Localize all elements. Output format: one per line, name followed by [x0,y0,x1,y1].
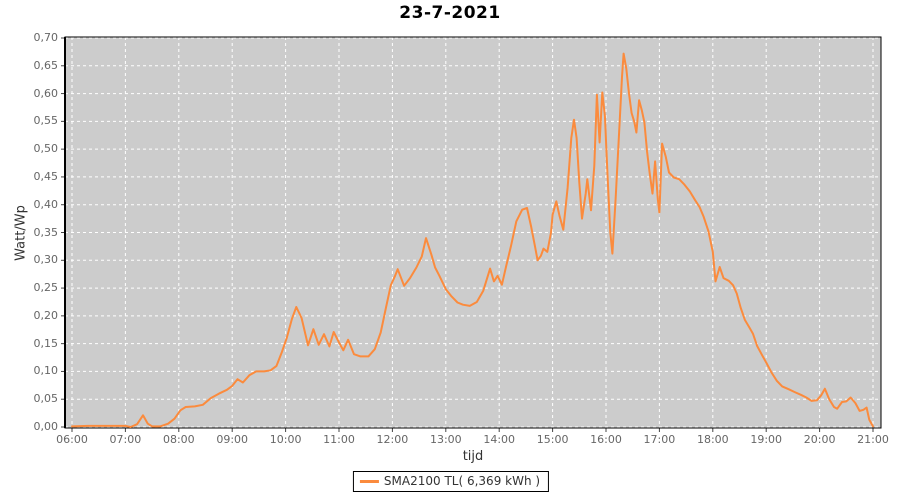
x-tick-label: 16:00 [590,433,622,446]
y-tick-label: 0,10 [33,364,59,378]
y-tick-label: 0,55 [33,114,59,128]
series-line [71,52,874,428]
x-axis-title: tijd [462,449,484,464]
x-tick-label: 12:00 [376,433,409,446]
x-tick-label: 13:00 [429,433,462,446]
x-tick-label: 19:00 [750,433,783,446]
y-tick-label: 0,15 [33,336,59,350]
x-tick-label: 11:00 [323,433,355,446]
y-tick-label: 0,35 [33,225,59,239]
y-tick-label: 0,30 [33,253,59,267]
x-tick-label: 17:00 [643,433,676,446]
y-tick-label: 0,40 [33,197,59,211]
x-tick-label: 21:00 [857,433,889,446]
chart-title: 23-7-2021 [399,3,501,23]
x-tick-label: 20:00 [803,433,836,446]
y-tick-label: 0,20 [33,308,59,322]
y-tick-label: 0,05 [33,392,59,406]
y-tick-label: 0,65 [33,58,59,72]
legend-line-swatch [359,479,379,483]
x-tick-label: 08:00 [162,433,195,446]
x-tick-label: 10:00 [269,433,302,446]
y-tick-label: 0,70 [33,31,59,44]
x-tick-label: 15:00 [536,433,569,446]
y-tick-label: 0,60 [33,86,59,100]
x-tick-label: 06:00 [56,433,88,446]
x-tick-label: 18:00 [696,433,729,446]
x-tick-label: 14:00 [483,433,516,446]
y-tick-label: 0,25 [33,281,59,295]
x-tick-label: 07:00 [109,433,142,446]
y-tick-label: 0,50 [33,142,59,156]
y-tick-label: 0,45 [33,169,59,183]
x-tick-label: 09:00 [216,433,249,446]
y-tick-label: 0,00 [33,420,59,433]
legend-label: SMA2100 TL( 6,369 kWh ) [383,474,541,488]
legend: SMA2100 TL( 6,369 kWh ) [352,471,550,492]
